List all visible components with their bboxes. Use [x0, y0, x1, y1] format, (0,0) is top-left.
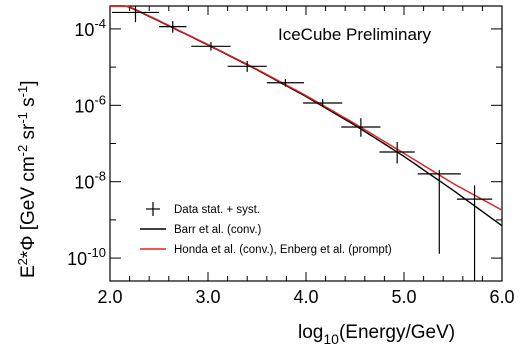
axis-ticks	[109, 6, 503, 281]
plot-frame	[109, 5, 503, 282]
x-tick-labels: 2.0 3.0 4.0 5.0 6.0	[97, 287, 514, 307]
data-point	[266, 78, 305, 87]
data-point	[341, 118, 381, 137]
data-point	[111, 6, 159, 23]
y-tick-label: 10-6	[74, 92, 106, 116]
y-tick-label: 10-10	[67, 245, 106, 269]
data-point	[227, 60, 267, 72]
data-point	[303, 99, 343, 108]
legend-label-data: Data stat. + syst.	[174, 204, 260, 216]
x-axis-title: log10(Energy/GeV)	[298, 322, 455, 347]
data-points	[111, 6, 493, 281]
y-tick-label: 10-4	[74, 16, 106, 40]
x-tick-label: 2.0	[97, 287, 122, 307]
data-point	[379, 141, 415, 164]
data-point	[417, 170, 461, 254]
legend-label-honda: Honda et al. (conv.), Enberg et al. (pro…	[174, 244, 392, 256]
x-tick-label: 6.0	[489, 287, 514, 307]
legend: Data stat. + syst. Barr et al. (conv.) H…	[140, 202, 392, 256]
legend-label-barr: Barr et al. (conv.)	[174, 224, 262, 236]
y-tick-label: 10-8	[74, 169, 106, 193]
x-tick-label: 3.0	[195, 287, 220, 307]
legend-entry-data: Data stat. + syst.	[146, 202, 260, 216]
data-point	[456, 185, 493, 281]
legend-entry-barr: Barr et al. (conv.)	[140, 224, 262, 236]
y-tick-labels: 10-4 10-6 10-8 10-10	[67, 16, 106, 269]
y-axis-title: E2*Φ [GeV cm-2 sr-1 s-1]	[15, 80, 39, 278]
data-point	[191, 42, 231, 51]
data-point	[159, 21, 187, 33]
legend-entry-honda: Honda et al. (conv.), Enberg et al. (pro…	[140, 244, 392, 256]
annotation-label: IceCube Preliminary	[278, 25, 432, 44]
x-tick-label: 4.0	[293, 287, 318, 307]
x-tick-label: 5.0	[391, 287, 416, 307]
